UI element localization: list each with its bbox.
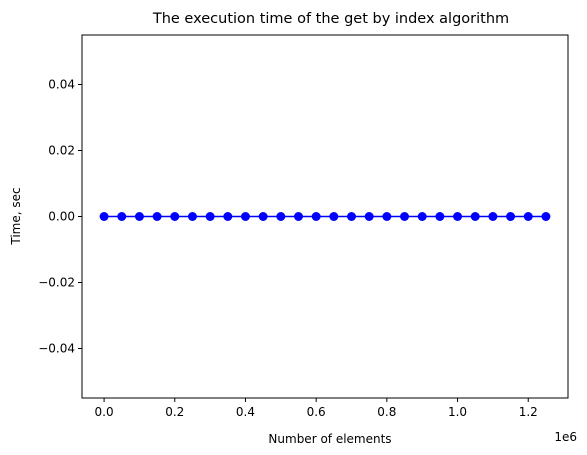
data-point [258,212,268,221]
data-point [117,212,127,221]
data-point [187,212,197,221]
data-point [223,212,233,221]
data-point [541,212,551,221]
data-point [276,212,286,221]
data-point [99,212,109,221]
y-tick-label: −0.02 [38,276,75,290]
x-axis-offset-label: 1e6 [554,430,577,444]
x-axis-label: Number of elements [268,432,391,446]
data-point [470,212,480,221]
x-tick-label: 0.4 [236,405,255,419]
x-tick-label: 0.6 [307,405,326,419]
y-axis: −0.04 −0.02 0.00 0.02 0.04 [38,78,82,356]
data-point [382,212,392,221]
data-point [506,212,516,221]
data-point [417,212,427,221]
x-tick-label: 1.0 [448,405,467,419]
data-point [364,212,374,221]
data-point [134,212,144,221]
data-point [205,212,215,221]
data-point [240,212,250,221]
data-point [311,212,321,221]
x-tick-label: 0.0 [95,405,114,419]
x-tick-label: 0.2 [165,405,184,419]
data-point [453,212,463,221]
y-tick-label: −0.04 [38,342,75,356]
y-tick-label: 0.04 [48,78,75,92]
y-tick-label: 0.00 [48,210,75,224]
y-tick-label: 0.02 [48,144,75,158]
x-axis: 0.0 0.2 0.4 0.6 0.8 1.0 1.2 [95,398,538,419]
x-tick-label: 0.8 [377,405,396,419]
plot-area [99,212,551,221]
data-point [152,212,162,221]
x-tick-label: 1.2 [519,405,538,419]
y-axis-label: Time, sec [9,187,23,245]
data-point [329,212,339,221]
data-point [170,212,180,221]
data-point [347,212,357,221]
data-point [523,212,533,221]
data-point [488,212,498,221]
chart-title: The execution time of the get by index a… [152,11,509,27]
data-point [400,212,410,221]
data-point [293,212,303,221]
data-point [435,212,445,221]
